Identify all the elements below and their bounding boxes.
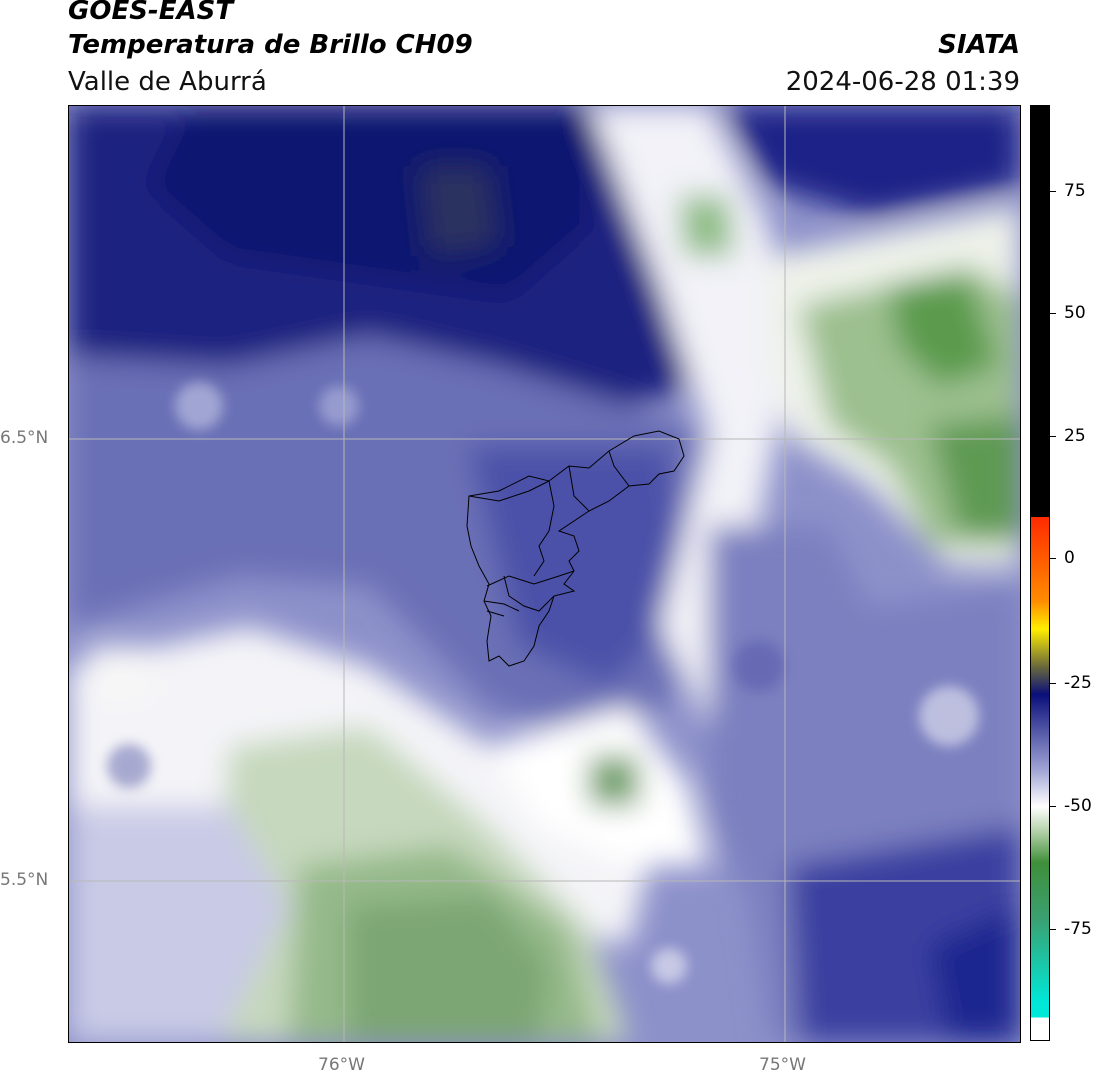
brightness-temperature-field bbox=[69, 106, 1020, 1042]
colorbar-tick-label: 50 bbox=[1064, 303, 1086, 323]
aburra-valley-boundaries bbox=[466, 430, 685, 667]
colorbar-tick bbox=[1050, 683, 1056, 684]
organization-label: SIATA bbox=[938, 30, 1020, 60]
title-line-1: GOES-EAST bbox=[68, 0, 234, 26]
colorbar-tick-label: -75 bbox=[1064, 919, 1092, 939]
lat-label-6-5: 6.5°N bbox=[0, 428, 49, 448]
colorbar-tick bbox=[1050, 436, 1056, 437]
colorbar-tick-label: -25 bbox=[1064, 673, 1092, 693]
satellite-map[interactable] bbox=[68, 105, 1021, 1043]
colorbar-tick-label: 75 bbox=[1064, 181, 1086, 201]
timestamp-label: 2024-06-28 01:39 bbox=[785, 67, 1020, 97]
colorbar bbox=[1030, 105, 1050, 1041]
colorbar-tick bbox=[1050, 313, 1056, 314]
map-gridlines bbox=[69, 106, 1020, 1042]
lon-label-76w: 76°W bbox=[318, 1055, 365, 1075]
lon-label-75w: 75°W bbox=[759, 1055, 806, 1075]
colorbar-tick-label: -50 bbox=[1064, 796, 1092, 816]
title-line-2: Temperatura de Brillo CH09 bbox=[68, 30, 473, 60]
colorbar-tick bbox=[1050, 191, 1056, 192]
colorbar-tick bbox=[1050, 558, 1056, 559]
lat-label-5-5: 5.5°N bbox=[0, 870, 49, 890]
region-label: Valle de Aburrá bbox=[68, 67, 267, 97]
colorbar-tick-label: 25 bbox=[1064, 426, 1086, 446]
colorbar-tick bbox=[1050, 806, 1056, 807]
colorbar-tick bbox=[1050, 929, 1056, 930]
colorbar-tick-label: 0 bbox=[1064, 548, 1075, 568]
